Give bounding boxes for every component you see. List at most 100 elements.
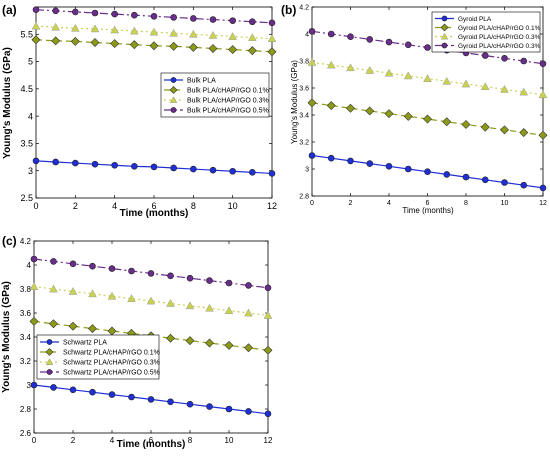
panel-label: (a) — [2, 3, 17, 17]
data-point — [31, 35, 41, 45]
x-tick-label: 4 — [112, 201, 117, 211]
data-point — [190, 165, 197, 173]
x-tick-label: 12 — [539, 200, 547, 207]
data-point — [228, 45, 238, 55]
data-point — [72, 159, 79, 167]
data-point — [539, 184, 547, 192]
chart-panel-2: 0 2 4 6 8 10 12 2.8 3 3.2 3.4 3.6 3.8 4 4.2 Time (month… — [281, 3, 548, 215]
series-3 — [307, 57, 548, 99]
y-tick-label: 3.8 — [299, 58, 309, 65]
x-tick-label: 12 — [264, 436, 273, 445]
series-1 — [30, 381, 272, 418]
y-tick-label: 2.8 — [299, 193, 309, 200]
data-point — [29, 316, 39, 326]
data-point — [131, 11, 138, 19]
data-point — [247, 46, 257, 56]
y-axis-title: Young's Modulus (GPa) — [290, 60, 299, 144]
data-point — [480, 122, 490, 132]
data-point — [149, 27, 159, 36]
data-point — [185, 336, 195, 346]
data-point — [461, 79, 471, 88]
legend-label: Schwartz PLA/cHAP/rGO 0.1% — [63, 349, 160, 356]
data-point — [225, 405, 233, 413]
data-point — [128, 393, 135, 401]
y-tick-label: 2.5 — [20, 193, 33, 203]
legend-label: Gyroid PLA/cHAP/rGO 0.1% — [458, 25, 541, 32]
data-point — [263, 310, 273, 319]
data-point — [404, 41, 412, 49]
data-point — [267, 34, 277, 43]
data-point — [347, 33, 354, 41]
y-tick-label: 4 — [28, 111, 33, 121]
data-point — [385, 38, 393, 46]
panel-label: (c) — [2, 234, 17, 248]
data-point — [462, 173, 470, 181]
data-point — [88, 324, 97, 334]
data-point — [131, 163, 138, 170]
data-point — [129, 40, 139, 50]
data-point — [442, 117, 452, 127]
data-point — [71, 23, 80, 32]
data-point — [244, 343, 253, 353]
data-point — [51, 36, 61, 46]
data-point — [166, 298, 175, 307]
legend-label: Schwartz PLA — [63, 339, 107, 346]
data-point — [366, 160, 374, 167]
data-point — [127, 294, 136, 302]
data-point — [89, 262, 96, 270]
data-point — [538, 90, 548, 99]
x-tick-label: 8 — [191, 201, 196, 211]
data-point — [208, 30, 218, 39]
y-tick-label: 4.2 — [299, 4, 309, 11]
series-3 — [29, 282, 273, 319]
series-4 — [32, 6, 276, 27]
data-point — [130, 26, 139, 35]
data-point — [128, 267, 135, 275]
x-tick-label: 6 — [149, 436, 154, 445]
data-point — [480, 82, 490, 91]
data-point — [326, 60, 336, 69]
legend-marker — [46, 339, 53, 345]
x-tick-label: 10 — [228, 201, 238, 211]
data-point — [51, 22, 60, 31]
data-point — [326, 101, 336, 111]
x-tick-label: 12 — [267, 201, 277, 211]
legend: Schwartz PLA Schwartz PLA/cHAP/rGO 0.1% Sc… — [36, 334, 160, 380]
data-point — [327, 154, 335, 162]
data-point — [500, 84, 509, 93]
legend-label: Bulk PLA/cHAP/rGO 0.1% — [187, 87, 269, 94]
x-tick-label: 2 — [71, 436, 76, 445]
data-point — [69, 260, 77, 268]
legend-marker — [46, 369, 53, 375]
x-axis-title: Time (months) — [117, 439, 186, 450]
data-point — [88, 289, 97, 298]
data-point — [268, 170, 276, 177]
data-point — [249, 169, 256, 176]
data-point — [346, 63, 355, 72]
data-point — [49, 284, 58, 293]
data-point — [245, 408, 252, 415]
x-tick-label: 10 — [501, 200, 509, 207]
data-point — [32, 157, 40, 165]
data-point — [501, 54, 508, 62]
data-point — [347, 157, 354, 165]
x-tick-label: 10 — [225, 436, 234, 445]
data-point — [264, 284, 272, 292]
y-tick-label: 3.5 — [20, 139, 33, 149]
y-tick-label: 5 — [28, 57, 33, 67]
data-point — [307, 57, 317, 66]
data-point — [205, 338, 214, 348]
y-tick-label: 4.2 — [20, 237, 32, 246]
data-point — [404, 165, 412, 173]
legend-label: Schwartz PLA/cHAP/rGO 0.3% — [63, 359, 160, 366]
series-4 — [30, 255, 272, 292]
data-point — [481, 176, 489, 184]
data-point — [346, 103, 355, 113]
data-point — [384, 68, 394, 77]
y-tick-label: 4.5 — [20, 84, 33, 94]
panel-label: (b) — [281, 3, 296, 17]
data-point — [244, 308, 253, 317]
data-point — [189, 29, 198, 38]
data-point — [89, 388, 96, 396]
